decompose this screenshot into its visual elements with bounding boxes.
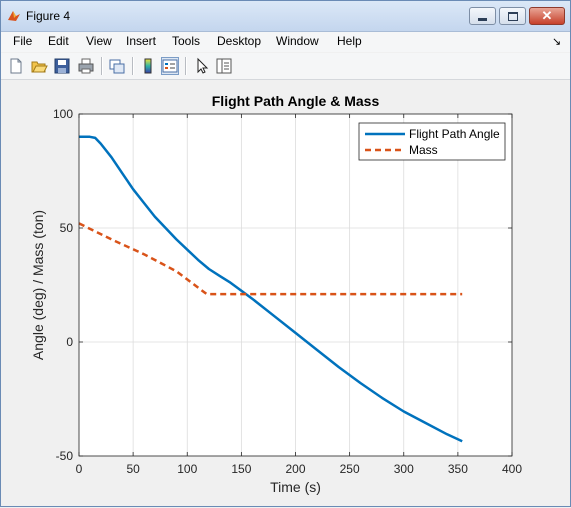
y-tick-label: -50 bbox=[56, 449, 74, 463]
maximize-button[interactable] bbox=[499, 7, 526, 25]
toolbar-separator bbox=[132, 57, 134, 75]
link-plot-icon[interactable] bbox=[108, 57, 126, 75]
new-figure-icon[interactable] bbox=[7, 57, 25, 75]
legend[interactable]: Flight Path Angle Mass bbox=[358, 122, 506, 161]
menu-window[interactable]: Window bbox=[276, 34, 319, 48]
insert-legend-icon bbox=[162, 59, 178, 73]
y-axis-label: Angle (deg) / Mass (ton) bbox=[30, 210, 46, 360]
matlab-icon bbox=[8, 11, 20, 21]
y-tick-label: 50 bbox=[60, 221, 74, 235]
x-tick-label: 250 bbox=[340, 462, 360, 476]
series-line-flight-path-angle[interactable] bbox=[79, 135, 463, 443]
menu-view[interactable]: View bbox=[86, 34, 112, 48]
menu-tools[interactable]: Tools bbox=[172, 34, 201, 48]
x-tick-label: 150 bbox=[231, 462, 251, 476]
x-tick-label: 0 bbox=[76, 462, 83, 476]
legend-label-angle: Flight Path Angle bbox=[409, 127, 500, 141]
open-file-icon[interactable] bbox=[30, 57, 48, 75]
menu-desktop[interactable]: Desktop bbox=[217, 34, 262, 48]
series-layer bbox=[78, 135, 463, 443]
insert-legend-button[interactable] bbox=[161, 57, 179, 75]
x-tick-label: 50 bbox=[126, 462, 140, 476]
menu-insert[interactable]: Insert bbox=[126, 34, 157, 48]
edit-plot-icon[interactable] bbox=[193, 57, 211, 75]
title-bar[interactable]: Figure 4 ✕ bbox=[1, 1, 570, 32]
print-icon[interactable] bbox=[77, 57, 95, 75]
property-inspector-icon[interactable] bbox=[215, 57, 233, 75]
window-title: Figure 4 bbox=[26, 9, 71, 23]
save-icon[interactable] bbox=[53, 57, 71, 75]
y-tick-label: 0 bbox=[66, 335, 73, 349]
toolbar-separator bbox=[185, 57, 187, 75]
x-tick-label: 100 bbox=[177, 462, 197, 476]
insert-colorbar-icon[interactable] bbox=[139, 57, 157, 75]
x-tick-label: 400 bbox=[502, 462, 522, 476]
arrow-icon[interactable]: ↘ bbox=[552, 36, 562, 48]
close-icon: ✕ bbox=[541, 8, 553, 23]
menu-help[interactable]: Help bbox=[337, 34, 362, 48]
x-tick-label: 200 bbox=[285, 462, 305, 476]
legend-box bbox=[358, 122, 506, 161]
figure-canvas: 0 50 100 150 200 250 300 350 400 -50 0 50 100 Flight… bbox=[3, 81, 569, 505]
close-button[interactable]: ✕ bbox=[529, 7, 565, 25]
y-tick-label: 100 bbox=[53, 107, 73, 121]
x-axis-label: Time (s) bbox=[270, 479, 321, 495]
toolbar-separator bbox=[101, 57, 103, 75]
x-tick-label: 300 bbox=[394, 462, 414, 476]
menu-file[interactable]: File bbox=[13, 34, 33, 48]
legend-label-mass: Mass bbox=[409, 143, 438, 157]
x-tick-label: 350 bbox=[448, 462, 468, 476]
chart-title: Flight Path Angle & Mass bbox=[212, 93, 380, 109]
figure-toolbar bbox=[1, 53, 570, 80]
menu-bar: File Edit View Insert Tools Desktop Wind… bbox=[1, 32, 570, 52]
series-line-mass[interactable] bbox=[78, 222, 463, 296]
minimize-button[interactable] bbox=[469, 7, 496, 25]
menu-edit[interactable]: Edit bbox=[48, 34, 69, 48]
